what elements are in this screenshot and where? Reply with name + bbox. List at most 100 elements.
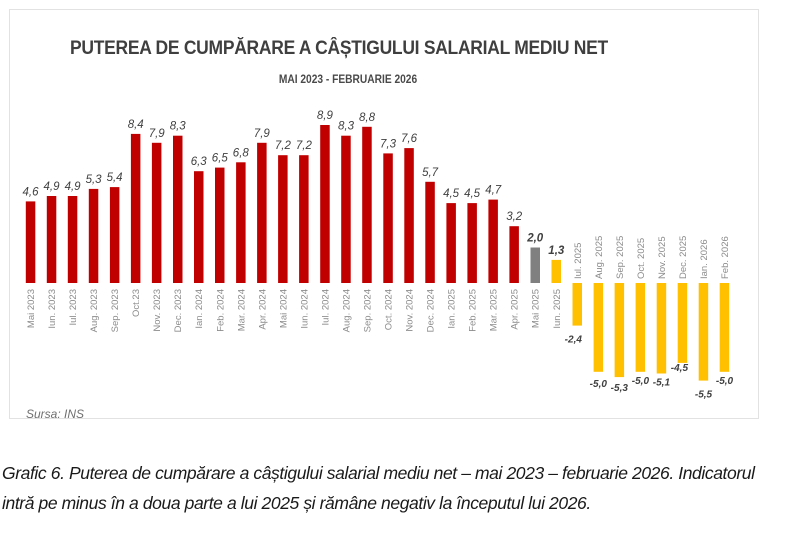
bar-value-label: 4,5 bbox=[443, 188, 460, 200]
bar bbox=[278, 155, 288, 283]
bar bbox=[173, 135, 183, 283]
bar-value-label: -2,4 bbox=[565, 335, 583, 346]
bar-value-label: 8,3 bbox=[338, 121, 355, 133]
bar bbox=[488, 199, 498, 283]
bar-value-label: 8,4 bbox=[128, 119, 144, 131]
chart-subtitle: MAI 2023 - FEBRUARIE 2026 bbox=[278, 72, 418, 86]
bar-value-label: -5,5 bbox=[695, 390, 713, 401]
bar-value-label: -5,0 bbox=[632, 376, 650, 387]
bar bbox=[698, 283, 709, 381]
x-tick-label: Iul. 2024 bbox=[320, 289, 331, 325]
bar-value-label: 7,2 bbox=[296, 140, 313, 152]
bar bbox=[215, 167, 225, 283]
x-tick-label: Mai 2025 bbox=[531, 289, 542, 328]
bar-value-label: -5,0 bbox=[716, 376, 734, 387]
bar bbox=[572, 283, 582, 326]
bar-value-label: 4,9 bbox=[65, 181, 82, 193]
x-tick-label: Aug. 2023 bbox=[89, 289, 100, 332]
x-tick-label: Iun. 2025 bbox=[552, 289, 563, 329]
bar bbox=[719, 283, 730, 372]
bar-value-label: 3,2 bbox=[506, 211, 523, 223]
x-tick-label: Dec. 2024 bbox=[426, 289, 437, 332]
bar-value-label: 8,8 bbox=[359, 112, 376, 124]
bar bbox=[677, 283, 688, 363]
bar-value-label: 6,3 bbox=[191, 156, 208, 168]
x-tick-label: Feb. 2026 bbox=[720, 236, 731, 279]
x-tick-label: Sep. 2023 bbox=[110, 289, 121, 332]
bar-value-label: 5,3 bbox=[86, 174, 103, 186]
bar-value-label: -5,1 bbox=[653, 378, 671, 389]
x-tick-label: Mai 2023 bbox=[26, 289, 37, 328]
bar bbox=[341, 135, 351, 283]
x-tick-label: Mar. 2024 bbox=[236, 289, 247, 331]
x-tick-label: Dec. 2023 bbox=[173, 289, 184, 332]
bar-value-label: 4,6 bbox=[23, 186, 40, 198]
bar bbox=[467, 203, 477, 283]
bar-value-label: 6,5 bbox=[212, 153, 229, 165]
bar bbox=[130, 133, 141, 283]
x-tick-label: Iul. 2023 bbox=[68, 289, 79, 325]
bar bbox=[425, 181, 435, 283]
bar bbox=[362, 126, 372, 283]
value-labels-group: 4,6 4,9 4,9 5,3 5,4 8,4 7,9 8,3 6,3 6,5 6,8 7,9 7,2 7… bbox=[23, 110, 734, 401]
x-tick-label: Sep. 2025 bbox=[615, 236, 626, 279]
bar bbox=[320, 125, 330, 283]
bar-value-label: -5,0 bbox=[590, 379, 608, 390]
x-tick-label: Apr. 2024 bbox=[257, 289, 268, 330]
x-tick-label: Dec. 2025 bbox=[678, 236, 689, 279]
bar bbox=[509, 226, 519, 283]
bar-value-label: 5,7 bbox=[422, 167, 439, 179]
bar-value-label: 5,4 bbox=[107, 172, 123, 184]
x-tick-label: Apr. 2025 bbox=[510, 289, 521, 330]
x-tick-label: Iun. 2023 bbox=[47, 289, 58, 329]
bar bbox=[530, 247, 540, 283]
bar bbox=[635, 283, 646, 372]
bar-value-label: 4,9 bbox=[44, 181, 61, 193]
bar-value-label: 2,0 bbox=[526, 233, 544, 245]
bar-value-label: -4,5 bbox=[671, 363, 689, 374]
x-tick-label: Oct.23 bbox=[131, 289, 142, 317]
bar bbox=[383, 153, 393, 283]
bar-value-label: 4,5 bbox=[464, 188, 481, 200]
x-tick-label: Ian. 2026 bbox=[699, 239, 710, 279]
x-tick-label: Ian. 2025 bbox=[447, 289, 458, 329]
x-tick-label: Nov. 2023 bbox=[152, 289, 163, 332]
x-tick-label: Iun. 2024 bbox=[299, 289, 310, 329]
bar bbox=[656, 283, 667, 374]
x-tick-label: Nov. 2024 bbox=[405, 289, 416, 332]
bar bbox=[551, 259, 561, 283]
x-tick-label: Nov. 2025 bbox=[657, 236, 668, 279]
x-tick-label: Mar. 2025 bbox=[489, 289, 500, 331]
bar-value-label: 4,7 bbox=[485, 185, 502, 197]
x-tick-label: Oct. 2025 bbox=[636, 238, 647, 279]
bar bbox=[25, 201, 36, 283]
bar-value-label: 1,3 bbox=[548, 245, 565, 257]
x-tick-label: Iul. 2025 bbox=[573, 243, 584, 279]
bar bbox=[109, 187, 120, 283]
bar bbox=[614, 283, 625, 378]
bar bbox=[88, 188, 99, 283]
chart-source: Sursa: INS bbox=[26, 407, 85, 421]
bar bbox=[299, 155, 309, 283]
x-tick-labels-group: Mai 2023 Iun. 2023 Iul. 2023 Aug. 2023 Sep. … bbox=[26, 236, 731, 333]
bar-chart: 4,6 4,9 4,9 5,3 5,4 8,4 7,9 8,3 6,3 6,5 6,8 7,9 7,2 7… bbox=[23, 110, 734, 401]
bar-value-label: -5,3 bbox=[611, 383, 629, 394]
bar bbox=[194, 171, 204, 283]
bar bbox=[404, 148, 414, 283]
x-tick-label: Sep. 2024 bbox=[363, 289, 374, 332]
figure-caption: Grafic 6. Puterea de cumpărare a câștigu… bbox=[2, 463, 755, 513]
x-tick-label: Ian. 2024 bbox=[194, 289, 205, 329]
x-tick-label: Aug. 2024 bbox=[342, 289, 353, 332]
x-tick-label: Mai 2024 bbox=[278, 289, 289, 328]
bar bbox=[236, 162, 246, 283]
bar bbox=[446, 203, 456, 283]
chart-title: PUTEREA DE CUMPĂRARE A CÂȘTIGULUI SALARI… bbox=[70, 38, 608, 59]
bar-value-label: 7,6 bbox=[401, 133, 418, 145]
bar-value-label: 7,9 bbox=[149, 128, 166, 140]
x-tick-label: Aug. 2025 bbox=[594, 236, 605, 279]
bar bbox=[46, 196, 57, 283]
bar-value-label: 7,9 bbox=[254, 128, 271, 140]
bar-value-label: 8,9 bbox=[317, 110, 334, 122]
bar-value-label: 7,3 bbox=[380, 138, 397, 150]
bar bbox=[257, 142, 267, 283]
